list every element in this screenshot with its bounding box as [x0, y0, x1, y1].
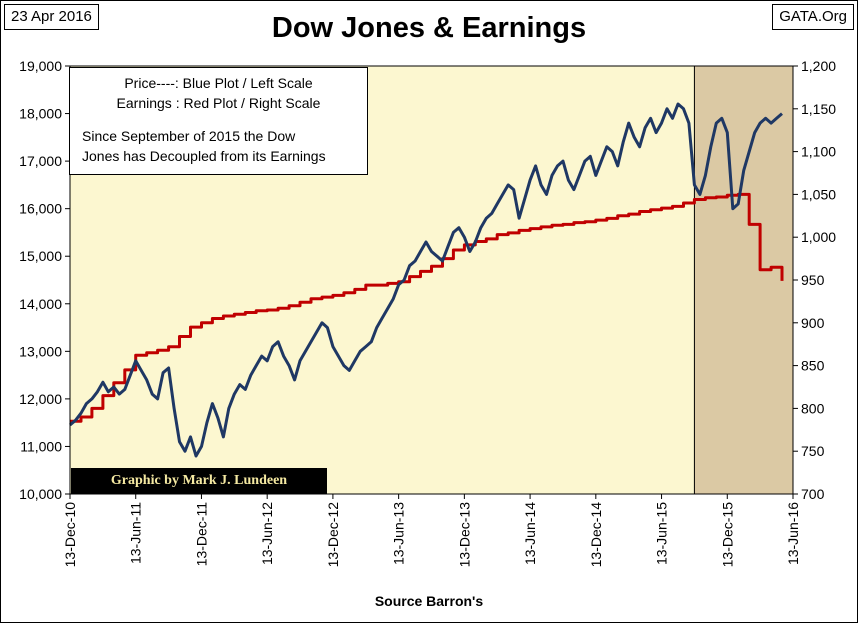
- y-tick-label-right: 700: [801, 486, 825, 502]
- x-tick-label: 13-Dec-10: [62, 502, 78, 568]
- y-tick-label-right: 1,000: [801, 229, 836, 245]
- series-line-price: [69, 102, 783, 458]
- legend-price: Price----: Blue Plot / Left Scale: [124, 75, 313, 91]
- x-tick-label: 13-Dec-13: [456, 502, 472, 568]
- y-tick-label-right: 1,150: [801, 101, 836, 117]
- y-tick-label-left: 12,000: [19, 391, 62, 407]
- x-tick-label: 13-Dec-14: [588, 502, 604, 568]
- legend-box: Price----: Blue Plot / Left Scale Earnin…: [69, 67, 368, 175]
- x-tick-label: 13-Dec-11: [193, 502, 209, 567]
- y-tick-label-left: 11,000: [20, 438, 62, 454]
- series-layer: [69, 102, 784, 458]
- x-axis-label: Source Barron's: [374, 593, 484, 609]
- date-label: 23 Apr 2016: [4, 4, 99, 30]
- x-tick-label: 13-Jun-11: [128, 502, 144, 564]
- credit-label: Graphic by Mark J. Lundeen: [71, 468, 327, 494]
- axes-layer: 10,000 11,000 12,000 13,000 14,000 15,000 16,0…: [19, 58, 836, 567]
- series-line-earnings: [70, 192, 784, 423]
- y-tick-label-right: 850: [801, 358, 825, 374]
- y-tick-label-left: 14,000: [19, 296, 62, 312]
- x-tick-label: 13-Jun-14: [522, 502, 538, 565]
- x-tick-label: 13-Jun-16: [785, 502, 801, 565]
- y-tick-label-left: 18,000: [19, 106, 62, 122]
- y-tick-label-left: 16,000: [19, 201, 62, 217]
- y-tick-label-left: 19,000: [19, 58, 62, 74]
- y-tick-label-right: 800: [801, 400, 825, 416]
- y-tick-label-left: 10,000: [19, 486, 62, 502]
- annotation-line-2: Jones has Decoupled from its Earnings: [82, 148, 326, 164]
- annotation-line-1: Since September of 2015 the Dow: [82, 128, 296, 144]
- y-tick-label-right: 900: [801, 315, 825, 331]
- chart-title: Dow Jones & Earnings: [271, 12, 587, 44]
- y-tick-label-left: 15,000: [19, 248, 62, 264]
- y-tick-label-right: 1,050: [801, 186, 836, 202]
- legend-earnings: Earnings : Red Plot / Right Scale: [116, 95, 321, 111]
- x-tick-label: 13-Dec-15: [719, 502, 735, 568]
- y-tick-label-left: 17,000: [19, 153, 62, 169]
- y-tick-label-right: 1,100: [801, 144, 836, 160]
- shaded-region: [693, 65, 794, 495]
- source-site-label: GATA.Org: [772, 4, 854, 30]
- y-tick-label-right: 1,200: [801, 58, 836, 74]
- x-tick-label: 13-Jun-13: [391, 502, 407, 565]
- y-tick-label-right: 750: [801, 443, 825, 459]
- x-tick-label: 13-Jun-12: [259, 502, 275, 565]
- y-tick-label-right: 950: [801, 272, 825, 288]
- y-tick-label-left: 13,000: [19, 343, 62, 359]
- x-tick-label: 13-Dec-12: [325, 502, 341, 568]
- x-tick-label: 13-Jun-15: [654, 502, 670, 565]
